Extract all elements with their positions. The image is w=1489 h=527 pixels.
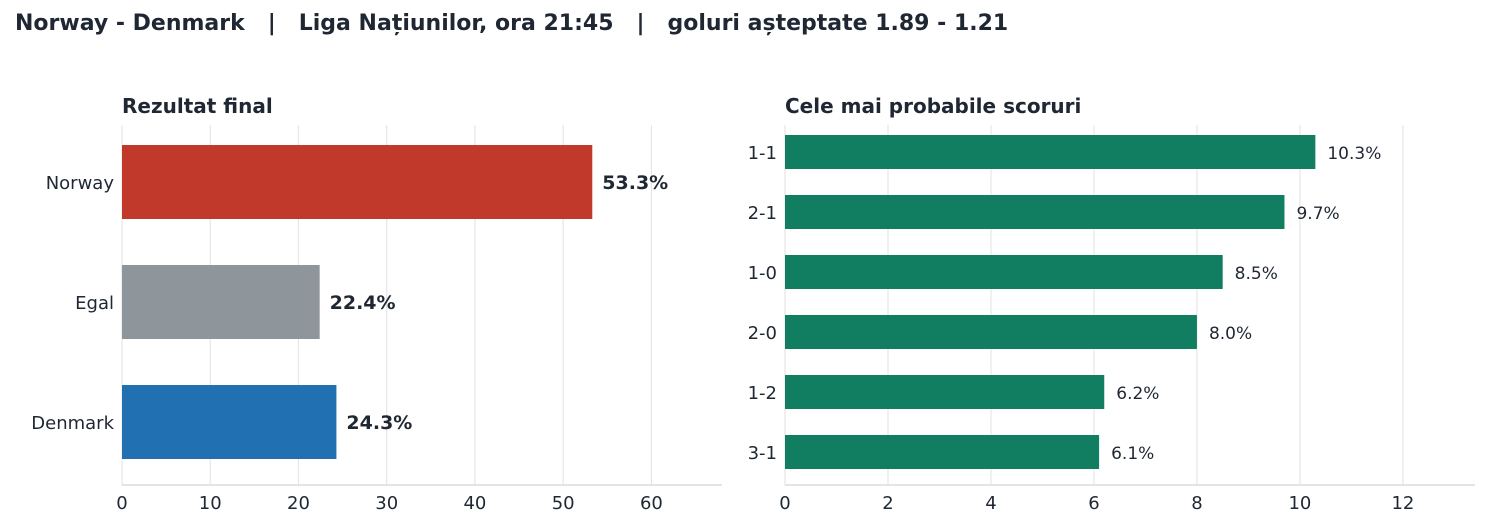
score-value-label: 10.3% (1327, 144, 1381, 164)
score-bar-2-0 (785, 315, 1197, 349)
result-x-tick-label: 50 (552, 493, 575, 514)
result-category-label: Norway (46, 173, 115, 194)
result-value-label: 24.3% (346, 412, 412, 434)
score-category-label: 1-1 (748, 143, 777, 164)
result-x-tick-label: 10 (199, 493, 222, 514)
score-value-label: 8.0% (1209, 324, 1252, 344)
result-bar-egal (122, 265, 320, 339)
main-title: Norway - Denmark | Liga Națiunilor, ora … (15, 11, 1009, 36)
score-category-label: 2-1 (748, 203, 777, 224)
score-value-label: 9.7% (1296, 204, 1339, 224)
result-panel-title: Rezultat final (122, 94, 273, 118)
result-bar-denmark (122, 385, 337, 459)
score-category-label: 1-2 (748, 383, 777, 404)
score-panel-title: Cele mai probabile scoruri (785, 94, 1081, 118)
score-x-tick-label: 2 (882, 493, 893, 514)
score-x-tick-label: 8 (1191, 493, 1202, 514)
score-bar-1-2 (785, 375, 1105, 409)
result-x-tick-label: 30 (375, 493, 398, 514)
score-category-label: 2-0 (748, 323, 777, 344)
score-x-tick-label: 10 (1288, 493, 1311, 514)
score-bar-1-0 (785, 255, 1223, 289)
result-category-label: Denmark (31, 413, 114, 434)
result-bar-norway (122, 145, 593, 219)
result-value-label: 22.4% (330, 292, 396, 314)
score-category-label: 3-1 (748, 443, 777, 464)
score-value-label: 8.5% (1235, 264, 1278, 284)
result-x-tick-label: 40 (463, 493, 486, 514)
result-value-label: 53.3% (602, 172, 668, 194)
score-value-label: 6.1% (1111, 444, 1154, 464)
result-x-tick-label: 0 (116, 493, 127, 514)
score-bar-1-1 (785, 135, 1316, 169)
score-bar-3-1 (785, 435, 1100, 469)
result-category-label: Egal (75, 293, 114, 314)
result-x-tick-label: 20 (287, 493, 310, 514)
result-x-tick-label: 60 (640, 493, 663, 514)
score-bar-2-1 (785, 195, 1285, 229)
score-x-tick-label: 4 (985, 493, 996, 514)
score-value-label: 6.2% (1116, 384, 1159, 404)
score-category-label: 1-0 (748, 263, 777, 284)
score-x-tick-label: 6 (1088, 493, 1099, 514)
score-x-tick-label: 12 (1391, 493, 1414, 514)
score-x-tick-label: 0 (779, 493, 790, 514)
